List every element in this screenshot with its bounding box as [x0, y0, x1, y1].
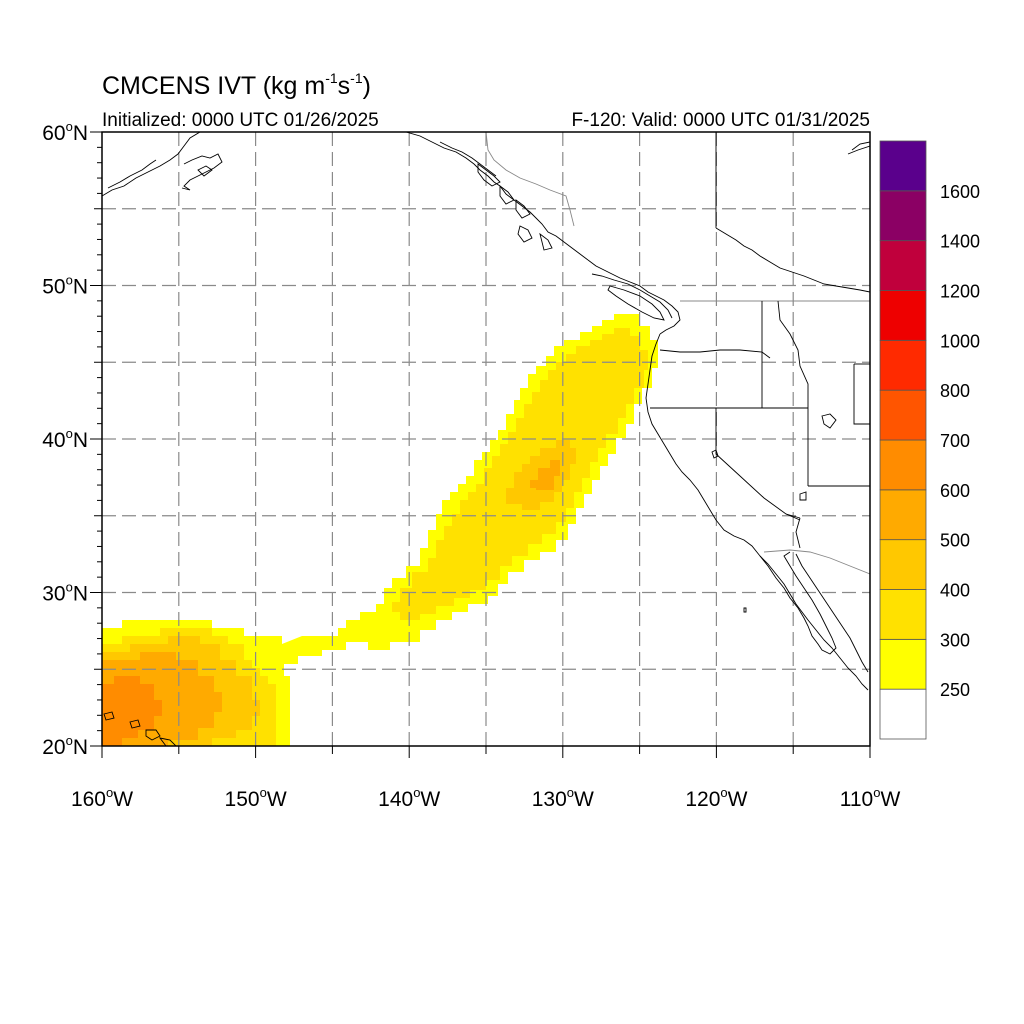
ivt-region-600	[102, 676, 162, 746]
ivt-shaded-field	[102, 314, 658, 746]
title-unit-s: s	[337, 72, 351, 100]
lat-label: 20oN	[42, 733, 88, 759]
colorbar-swatch	[879, 638, 927, 690]
colorbar-swatch	[879, 539, 927, 590]
political-borders	[485, 132, 870, 575]
lat-label: 30oN	[42, 580, 88, 606]
title-unit-exp1: -1	[325, 70, 338, 86]
colorbar-swatch	[879, 489, 927, 541]
colorbar: 250 300 400 500 600 700 800 1000 1200 1400 1600	[879, 140, 980, 740]
ivt-region-300	[102, 328, 648, 746]
colorbar-label: 1600	[940, 182, 980, 202]
coastlines	[102, 132, 869, 746]
lon-label: 140oW	[378, 785, 440, 811]
colorbar-label: 800	[940, 381, 970, 401]
title-unit-close: )	[362, 72, 371, 100]
lat-label: 60oN	[42, 119, 88, 145]
colorbar-label: 400	[940, 581, 970, 601]
lon-label: 160oW	[71, 785, 133, 811]
lon-label: 110oW	[840, 785, 901, 811]
colorbar-swatch	[879, 389, 927, 441]
title-variable: IVT	[217, 72, 256, 100]
colorbar-swatch	[879, 439, 927, 491]
title-model: CMCENS	[102, 72, 211, 100]
latitude-labels: 60oN 50oN 40oN 30oN 20oN	[42, 119, 88, 759]
colorbar-label: 700	[940, 431, 970, 451]
lon-label: 130oW	[532, 785, 594, 811]
title-unit: kg m	[271, 72, 326, 100]
colorbar-swatch	[879, 140, 927, 192]
colorbar-swatch	[879, 190, 927, 242]
axis-ticks	[90, 131, 871, 758]
colorbar-label: 600	[940, 481, 970, 501]
title-unit-exp2: -1	[350, 70, 363, 86]
colorbar-label: 1400	[940, 232, 980, 252]
lat-label: 40oN	[42, 426, 88, 452]
longitude-labels: 160oW 150oW 140oW 130oW 120oW 110oW	[71, 785, 901, 811]
colorbar-label: 1200	[940, 282, 980, 302]
colorbar-label: 500	[940, 531, 970, 551]
lon-label: 120oW	[685, 785, 747, 811]
colorbar-label: 250	[940, 680, 970, 700]
map-title: CMCENS IVT (kg m-1s-1)	[102, 70, 371, 100]
colorbar-swatch	[879, 339, 927, 391]
colorbar-swatch	[879, 688, 927, 740]
colorbar-label: 300	[940, 630, 970, 650]
colorbar-swatch	[879, 589, 927, 640]
lon-label: 150oW	[225, 785, 287, 811]
colorbar-swatch	[879, 290, 927, 341]
ivt-region-400	[102, 440, 576, 746]
lat-label: 50oN	[42, 273, 88, 299]
colorbar-label: 1000	[940, 331, 980, 351]
valid-time-label: F-120: Valid: 0000 UTC 01/31/2025	[571, 110, 870, 131]
colorbar-swatch	[879, 240, 927, 291]
init-time-label: Initialized: 0000 UTC 01/26/2025	[102, 110, 379, 131]
